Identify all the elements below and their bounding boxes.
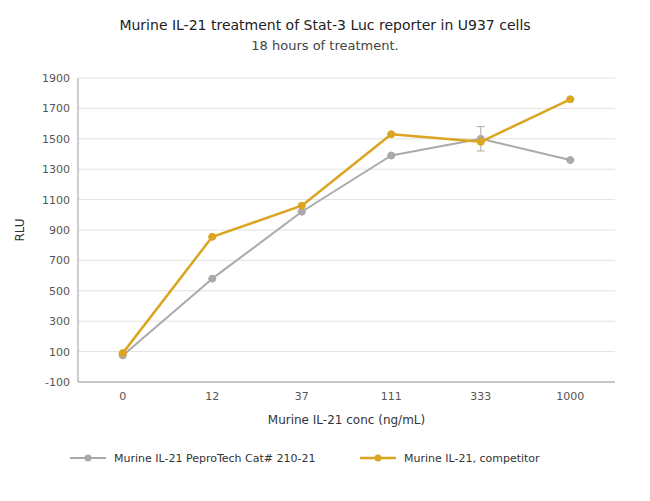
grid-line — [78, 351, 615, 352]
x-tick-label: 111 — [381, 390, 402, 403]
plot-area — [119, 96, 575, 359]
y-tick-label: 1100 — [42, 194, 70, 207]
point — [567, 157, 574, 164]
point — [567, 96, 574, 103]
y-tick-label: 1500 — [42, 133, 70, 146]
title: Murine IL-21 treatment of Stat-3 Luc rep… — [119, 17, 530, 33]
grid-line — [78, 260, 615, 261]
error-bar-cap — [477, 126, 485, 127]
y-tick-label: -100 — [45, 376, 70, 389]
legend-swatch-marker — [375, 455, 382, 462]
legend: Murine IL-21 PeproTech Cat# 210-21 Murine… — [70, 452, 540, 465]
series — [119, 127, 575, 359]
x-tick-label: 37 — [295, 390, 309, 403]
x-tick-label: 12 — [205, 390, 219, 403]
point — [388, 131, 395, 138]
point — [477, 138, 484, 145]
grid-line — [78, 108, 615, 109]
y-axis-label: RLU — [13, 218, 27, 241]
x-tick-label: 1000 — [556, 390, 584, 403]
y-tick-label: 900 — [49, 224, 70, 237]
legend-label: Murine IL-21, competitor — [404, 452, 540, 465]
series-line — [123, 99, 571, 353]
chart: Murine IL-21 treatment of Stat-3 Luc rep… — [0, 0, 650, 501]
point — [388, 152, 395, 159]
series — [119, 96, 575, 357]
y-tick-label: 700 — [49, 254, 70, 267]
y-tick-label: 100 — [49, 346, 70, 359]
legend-item: Murine IL-21, competitor — [360, 452, 540, 465]
x-tick-label: 0 — [119, 390, 126, 403]
grid-line — [78, 138, 615, 139]
grid-line — [78, 321, 615, 322]
y-tick-label: 300 — [49, 315, 70, 328]
legend-label: Murine IL-21 PeproTech Cat# 210-21 — [114, 452, 315, 465]
y-tick-label: 1300 — [42, 163, 70, 176]
subtitle: 18 hours of treatment. — [251, 38, 398, 53]
error-bar — [477, 127, 485, 151]
grid-line — [78, 290, 615, 291]
y-tick-label: 1700 — [42, 102, 70, 115]
point — [119, 350, 126, 357]
y-tick-label: 1900 — [42, 72, 70, 85]
point — [298, 202, 305, 209]
point — [209, 275, 216, 282]
x-axis-label: Murine IL-21 conc (ng/mL) — [268, 413, 425, 427]
grid-line — [78, 230, 615, 231]
x-tick-label: 333 — [470, 390, 491, 403]
legend-item: Murine IL-21 PeproTech Cat# 210-21 — [70, 452, 315, 465]
grid-line — [78, 78, 615, 79]
error-bar-cap — [477, 150, 485, 151]
y-axis-line — [78, 78, 79, 382]
y-grid — [78, 78, 615, 382]
y-tick-label: 500 — [49, 285, 70, 298]
point — [209, 233, 216, 240]
grid-line — [78, 382, 615, 383]
grid-line — [78, 199, 615, 200]
x-axis-line — [78, 382, 615, 383]
legend-swatch-marker — [85, 455, 92, 462]
